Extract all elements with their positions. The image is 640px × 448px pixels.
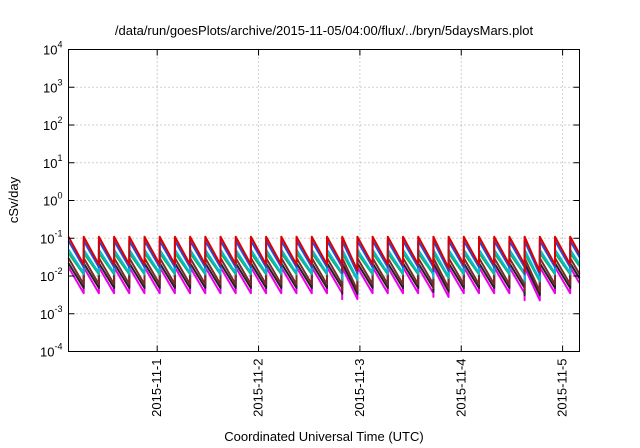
x-tick-label: 2015-11-3 (352, 359, 367, 417)
series-line (67, 235, 581, 273)
y-tick-label: 10-2 (40, 266, 62, 284)
y-tick-label: 101 (43, 153, 62, 171)
y-tick-label: 10-3 (40, 304, 62, 322)
x-axis: 2015-11-1 2015-11-2 2015-11-3 2015-11-4 2015… (149, 49, 570, 417)
chart-title: /data/run/goesPlots/archive/2015-11-05/0… (115, 23, 534, 38)
series-layer (67, 235, 581, 302)
y-axis-label: cSv/day (6, 176, 21, 223)
y-tick-label: 103 (43, 77, 62, 95)
x-tick-label: 2015-11-1 (149, 359, 164, 417)
y-axis: 10-4 10-3 10-2 10-1 100 101 102 103 104 (40, 40, 580, 360)
x-tick-label: 2015-11-4 (453, 359, 468, 417)
grid (68, 49, 580, 352)
y-tick-label: 104 (43, 40, 62, 58)
y-tick-label: 100 (43, 191, 62, 209)
x-axis-label: Coordinated Universal Time (UTC) (224, 429, 423, 444)
x-tick-label: 2015-11-5 (555, 359, 570, 417)
y-tick-label: 10-1 (40, 228, 62, 246)
y-tick-label: 102 (43, 115, 62, 133)
x-tick-label: 2015-11-2 (251, 359, 266, 417)
y-tick-label: 10-4 (40, 342, 62, 360)
